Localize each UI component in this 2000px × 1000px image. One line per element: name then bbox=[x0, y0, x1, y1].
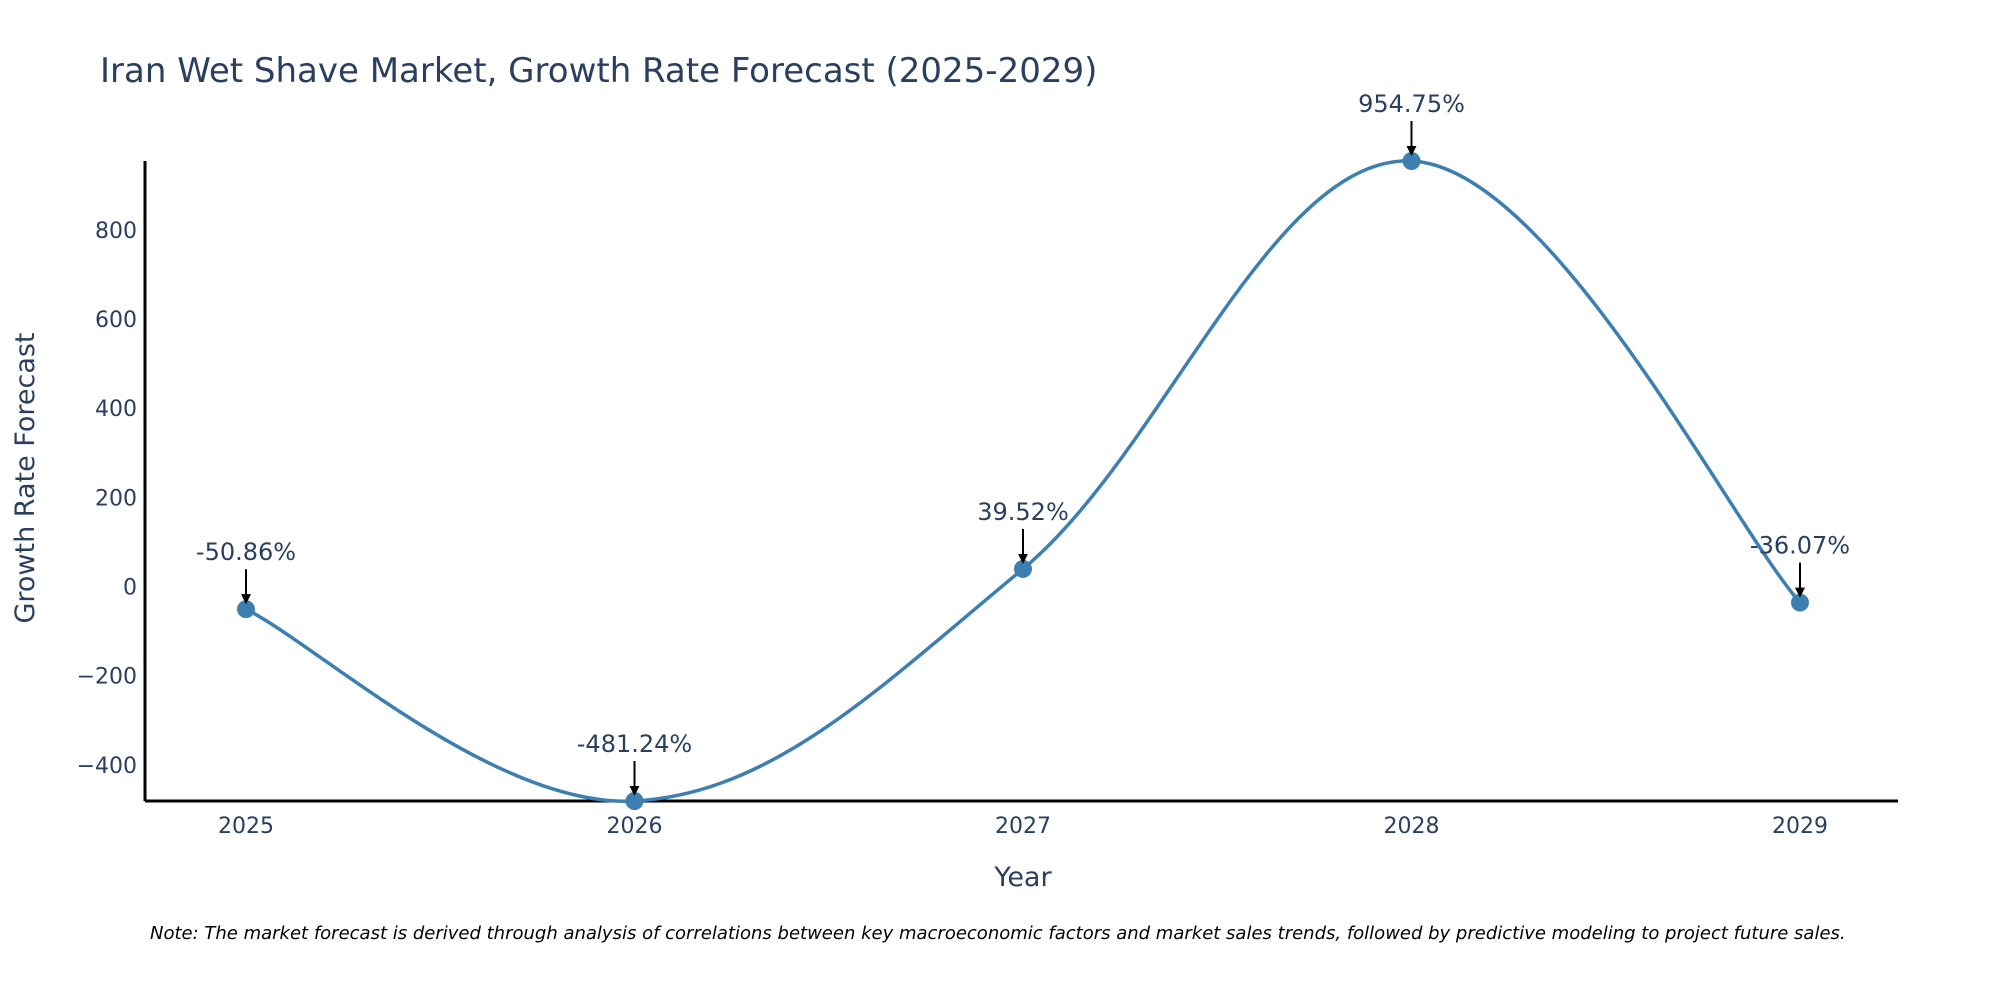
data-point bbox=[1791, 593, 1809, 612]
data-label: -481.24% bbox=[577, 730, 692, 758]
data-label: 39.52% bbox=[977, 498, 1069, 526]
data-annotations: -50.86% -481.24% 39.52% 954.75% -36.07% bbox=[196, 90, 1850, 796]
y-axis-title: Growth Rate Forecast bbox=[10, 332, 41, 623]
x-tick-label: 2025 bbox=[218, 814, 274, 839]
data-markers bbox=[237, 152, 1809, 810]
data-point bbox=[1402, 152, 1421, 170]
x-tick-label: 2029 bbox=[1772, 814, 1828, 839]
chart-title: Iran Wet Shave Market, Growth Rate Forec… bbox=[100, 51, 1097, 91]
data-point bbox=[237, 600, 255, 619]
y-tick-label: 800 bbox=[95, 219, 137, 244]
y-tick-label: 0 bbox=[123, 576, 137, 601]
y-axis-ticks: −400 −200 0 200 400 600 800 bbox=[77, 219, 137, 779]
series-line bbox=[245, 159, 1802, 803]
x-tick-label: 2026 bbox=[607, 814, 663, 839]
data-label: 954.75% bbox=[1358, 90, 1465, 118]
y-tick-label: −200 bbox=[77, 665, 137, 690]
data-point bbox=[1014, 559, 1032, 578]
x-tick-label: 2028 bbox=[1384, 814, 1440, 839]
y-tick-label: −400 bbox=[77, 754, 137, 779]
data-label: -50.86% bbox=[196, 538, 296, 566]
y-tick-label: 200 bbox=[95, 486, 137, 511]
footnote: Note: The market forecast is derived thr… bbox=[150, 923, 1846, 944]
data-label: -36.07% bbox=[1750, 532, 1850, 560]
x-axis-title: Year bbox=[993, 862, 1052, 893]
data-point bbox=[625, 792, 644, 810]
x-tick-label: 2027 bbox=[995, 814, 1051, 839]
x-axis-ticks: 2025 2026 2027 2028 2029 bbox=[218, 814, 1828, 839]
y-tick-label: 600 bbox=[95, 308, 137, 333]
y-tick-label: 400 bbox=[95, 397, 137, 422]
